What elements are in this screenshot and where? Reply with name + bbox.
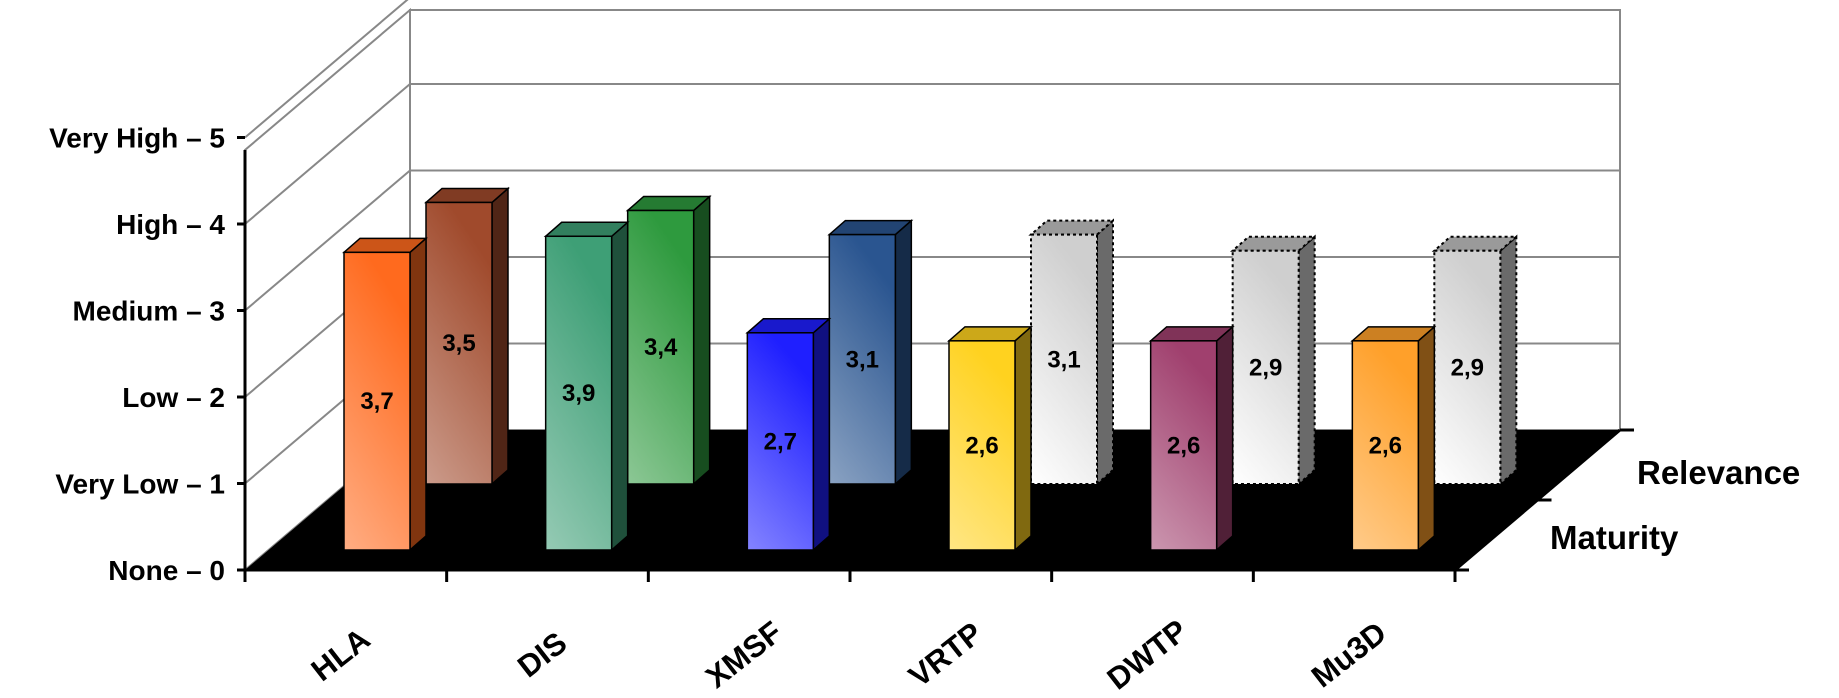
bar-maturity-vrtp-value-label: 2,6 <box>965 432 998 459</box>
bar-relevance-dwtp-value-label: 2,9 <box>1249 354 1282 381</box>
bar-relevance-dwtp <box>1230 234 1318 487</box>
x-category-label: HLA <box>305 621 377 688</box>
bar-relevance-xmsf-value-label: 3,1 <box>846 346 879 373</box>
bar-maturity-hla-side <box>409 236 427 552</box>
y-tick-label: Medium – 3 <box>73 296 225 327</box>
bar-relevance-dis-value-label: 3,4 <box>644 334 678 361</box>
series-label-maturity: Maturity <box>1550 519 1679 556</box>
bar-maturity-dwtp-value-label: 2,6 <box>1167 432 1200 459</box>
bar-relevance-vrtp-value-label: 3,1 <box>1047 346 1080 373</box>
bar-maturity-hla-value-label: 3,7 <box>360 388 393 415</box>
bar-maturity-vrtp-front <box>948 340 1016 551</box>
bar-maturity-hla-front <box>343 251 411 551</box>
x-category-label: VRTP <box>902 615 989 693</box>
bar-relevance-dwtp-side <box>1297 234 1316 487</box>
y-tick-label: None – 0 <box>108 555 225 586</box>
bar-relevance-xmsf-front <box>828 233 897 485</box>
bar-maturity-xmsf-value-label: 2,7 <box>764 428 797 455</box>
bar-relevance-vrtp-side <box>1096 218 1114 487</box>
bar-maturity-dwtp <box>1148 325 1235 552</box>
series-label-relevance: Relevance <box>1637 454 1800 491</box>
y-tick-label: Very Low – 1 <box>55 469 225 500</box>
bar-maturity-mu3d-value-label: 2,6 <box>1369 432 1402 459</box>
bar-maturity-mu3d-front <box>1351 340 1420 551</box>
bar-relevance-xmsf-side <box>894 218 913 486</box>
bar-relevance-vrtp-front <box>1030 233 1098 485</box>
relevance-bars <box>424 186 1519 487</box>
bar-maturity-mu3d <box>1350 325 1437 552</box>
bar-relevance-xmsf <box>827 218 914 486</box>
bar-maturity-dwtp-side <box>1215 325 1234 552</box>
bar-maturity-vrtp-side <box>1014 325 1032 552</box>
bar-relevance-hla-side <box>491 186 509 486</box>
bar-maturity-xmsf-front <box>746 332 815 551</box>
gridline-side <box>244 83 411 225</box>
maturity-bars <box>342 220 1437 552</box>
bar-maturity-dis-side <box>610 220 629 552</box>
bar-relevance-dis-front <box>626 209 695 485</box>
bar-relevance-dis-side <box>692 194 711 486</box>
bar-relevance-hla <box>424 186 510 486</box>
bar-maturity-dwtp-front <box>1149 340 1218 551</box>
chart-axes <box>237 136 1634 582</box>
y-tick-label: Very High – 5 <box>49 123 225 154</box>
bar-maturity-dis-value-label: 3,9 <box>562 380 595 407</box>
bar-relevance-dis <box>625 194 712 486</box>
bar-relevance-dwtp-front <box>1231 249 1300 485</box>
x-category-label: Mu3D <box>1305 615 1393 695</box>
gridline-side <box>244 169 411 312</box>
bar-maturity-vrtp <box>947 325 1033 552</box>
bar-relevance-vrtp <box>1028 218 1116 487</box>
bar-relevance-hla-value-label: 3,5 <box>442 330 475 357</box>
bar-maturity-xmsf <box>745 317 832 552</box>
bar-maturity-dis <box>543 220 630 552</box>
y-tick-label: High – 4 <box>116 209 225 240</box>
x-category-label: XMSF <box>699 614 788 695</box>
bar-maturity-xmsf-side <box>812 317 831 552</box>
bar-relevance-hla-front <box>425 201 493 485</box>
bar-maturity-hla <box>342 236 428 552</box>
bar-relevance-mu3d-front <box>1433 249 1502 485</box>
bar-maturity-dis-front <box>544 235 613 551</box>
bar-maturity-mu3d-side <box>1417 325 1436 552</box>
y-tick-label: Low – 2 <box>122 382 225 413</box>
x-category-label: DIS <box>511 625 573 684</box>
gridline-side <box>244 0 409 139</box>
bar-relevance-mu3d-value-label: 2,9 <box>1451 354 1484 381</box>
x-category-label: DWTP <box>1100 613 1193 697</box>
bar-relevance-mu3d <box>1431 234 1519 487</box>
bar-relevance-mu3d-side <box>1499 234 1518 487</box>
